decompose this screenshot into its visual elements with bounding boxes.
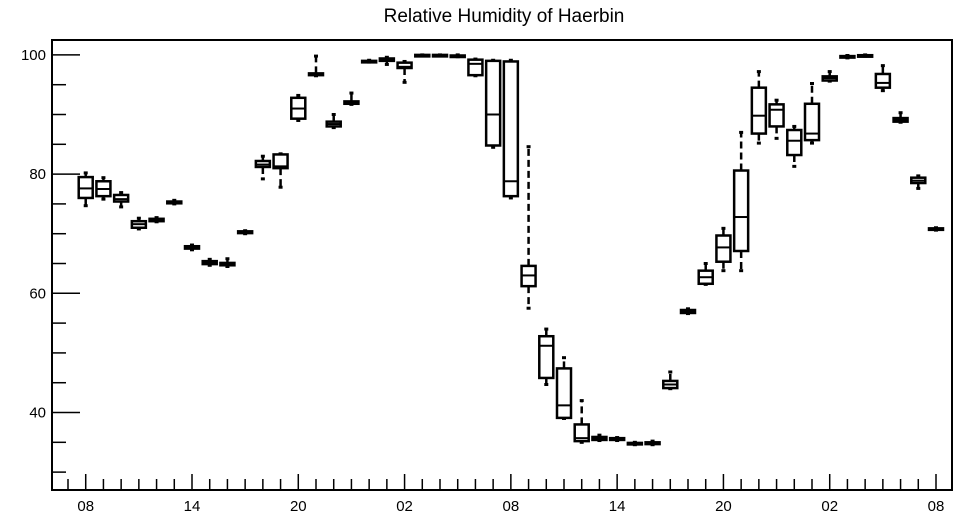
box-37	[715, 226, 732, 273]
iqr-box	[467, 58, 484, 77]
x-tick-label: 08	[77, 498, 94, 515]
box-15	[325, 113, 342, 130]
x-tick-label: 20	[715, 498, 732, 515]
x-tick-label: 14	[609, 498, 626, 515]
box-8	[201, 257, 218, 267]
iqr-box	[874, 72, 892, 89]
box-19	[396, 59, 413, 84]
box-14	[307, 54, 325, 78]
box-24	[484, 58, 502, 149]
box-20	[414, 53, 431, 58]
box-38	[732, 130, 750, 273]
iqr-box	[803, 102, 821, 142]
box-45	[856, 53, 874, 58]
box-43	[821, 70, 838, 83]
y-tick-label: 100	[21, 47, 46, 64]
box-28	[555, 356, 573, 420]
iqr-box	[484, 59, 502, 147]
box-49	[927, 226, 945, 232]
iqr-box	[573, 423, 590, 443]
box-40	[768, 98, 785, 140]
iqr-box	[555, 367, 573, 420]
box-29	[573, 399, 590, 444]
box-23	[467, 57, 484, 78]
iqr-box	[786, 128, 803, 157]
iqr-box	[768, 103, 785, 128]
box-36	[697, 262, 714, 286]
box-44	[839, 53, 856, 60]
iqr-box	[272, 153, 289, 170]
iqr-box	[715, 234, 732, 263]
x-tick-label: 02	[396, 498, 413, 515]
y-tick-label: 80	[29, 166, 46, 183]
box-32	[626, 440, 644, 447]
box-35	[679, 307, 697, 316]
box-7	[183, 243, 201, 252]
box-27	[538, 327, 555, 387]
box-47	[892, 111, 909, 124]
box-21	[431, 53, 449, 58]
box-33	[644, 439, 661, 447]
x-tick-label: 08	[928, 498, 945, 515]
iqr-box	[750, 86, 768, 135]
box-31	[608, 436, 626, 443]
box-42	[803, 82, 821, 145]
iqr-box	[538, 334, 555, 380]
box-10	[236, 229, 254, 236]
box-9	[219, 257, 236, 268]
x-tick-label: 14	[184, 498, 201, 515]
box-34	[662, 370, 679, 391]
box-22	[449, 53, 466, 59]
box-2	[95, 176, 112, 201]
box-48	[910, 174, 927, 190]
box-26	[520, 145, 537, 310]
x-tick-label: 20	[290, 498, 307, 515]
box-4	[130, 216, 148, 231]
box-11	[254, 154, 272, 181]
box-1	[77, 171, 94, 208]
box-17	[360, 58, 378, 64]
box-6	[166, 198, 183, 206]
box-16	[343, 91, 360, 106]
iqr-box	[502, 60, 520, 198]
iqr-box	[396, 61, 413, 70]
y-axis: 40 60 80 100	[21, 47, 80, 473]
iqr-box	[732, 169, 750, 253]
box-25	[502, 58, 520, 200]
box-41	[786, 124, 803, 168]
x-axis: 08 14 20 02 08 14 20 02 08	[67, 474, 945, 515]
y-tick-label: 40	[29, 405, 46, 422]
y-tick-label: 60	[29, 285, 46, 302]
box-18	[378, 55, 396, 66]
box-5	[148, 216, 165, 224]
box-12	[272, 152, 289, 189]
x-tick-label: 08	[503, 498, 520, 515]
chart-title: Relative Humidity of Haerbin	[384, 6, 625, 27]
box-series	[77, 53, 945, 447]
x-tick-label: 02	[821, 498, 838, 515]
box-46	[874, 64, 892, 93]
box-3	[112, 191, 130, 209]
box-13	[290, 93, 307, 122]
box-30	[591, 433, 608, 443]
plot-frame	[51, 39, 953, 491]
box-39	[750, 70, 768, 145]
